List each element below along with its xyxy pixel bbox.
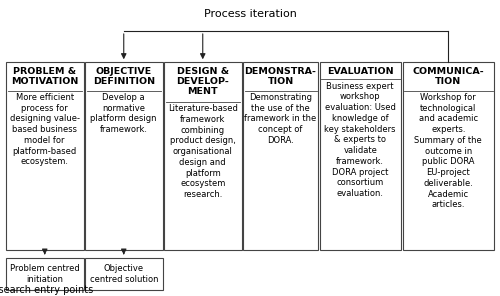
Text: PROBLEM &
MOTIVATION: PROBLEM & MOTIVATION (11, 67, 78, 86)
Bar (164, 62, 242, 250)
Bar (6, 258, 84, 290)
Bar (85, 62, 162, 250)
Text: Business expert
workshop
evaluation: Used
knowledge of
key stakeholders
& expert: Business expert workshop evaluation: Use… (324, 82, 396, 198)
Bar (402, 62, 494, 250)
Text: More efficient
process for
designing value-
based business
model for
platform-ba: More efficient process for designing val… (10, 93, 80, 166)
Text: Develop a
normative
platform design
framework.: Develop a normative platform design fram… (90, 93, 157, 134)
Text: Workshop for
technological
and academic
experts.
Summary of the
outcome in
publi: Workshop for technological and academic … (414, 93, 482, 210)
Bar (320, 62, 401, 250)
Text: Objective
centred solution: Objective centred solution (90, 264, 158, 284)
Text: OBJECTIVE
DEFINITION: OBJECTIVE DEFINITION (92, 67, 155, 86)
Text: EVALUATION: EVALUATION (327, 67, 394, 75)
Text: Demonstrating
the use of the
framework in the
concept of
DORA.: Demonstrating the use of the framework i… (244, 93, 316, 145)
Bar (243, 62, 318, 250)
Text: DESIGN &
DEVELOP-
MENT: DESIGN & DEVELOP- MENT (176, 67, 229, 96)
Bar (85, 258, 162, 290)
Bar (6, 62, 84, 250)
Text: Process iteration: Process iteration (204, 9, 296, 20)
Text: DEMONSTRA-
TION: DEMONSTRA- TION (244, 67, 316, 86)
Text: Problem centred
initiation: Problem centred initiation (10, 264, 80, 284)
Text: COMMUNICA-
TION: COMMUNICA- TION (412, 67, 484, 86)
Text: Literature-based
framework
combining
product design,
organisational
design and
p: Literature-based framework combining pro… (168, 104, 237, 199)
Text: Research entry points: Research entry points (0, 284, 94, 295)
